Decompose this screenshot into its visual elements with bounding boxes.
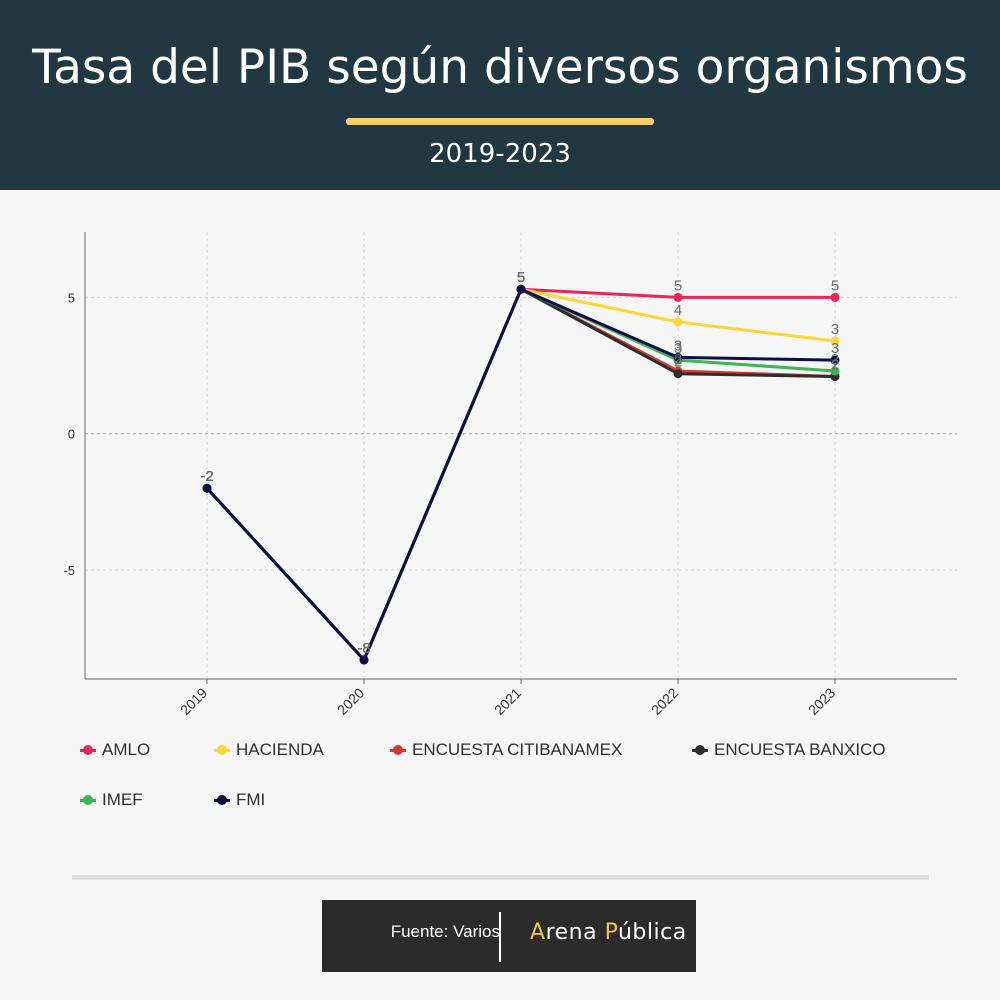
- legend-label: ENCUESTA CITIBANAMEX: [412, 740, 623, 759]
- data-label: 4: [674, 302, 682, 319]
- legend-label: HACIENDA: [236, 740, 324, 759]
- x-tick-label: 2020: [334, 684, 367, 717]
- source-text: Fuente: Varios: [390, 922, 500, 941]
- page-title: Tasa del PIB según diversos organismos: [32, 40, 968, 95]
- header: Tasa del PIB según diversos organismos 2…: [0, 0, 1000, 190]
- brand-text-2: ública: [617, 920, 687, 945]
- data-label: 5: [517, 269, 525, 286]
- data-label: 5: [517, 269, 525, 286]
- data-label: 5: [831, 277, 839, 294]
- data-label: -8: [357, 640, 370, 657]
- brand-letter-p: P: [604, 920, 618, 945]
- data-point: [673, 369, 683, 379]
- title-underline: [346, 118, 654, 125]
- data-label: -8: [357, 640, 370, 657]
- legend-swatch: [390, 744, 406, 756]
- data-label: -2: [200, 468, 213, 485]
- data-label: 5: [517, 269, 525, 286]
- data-label: -2: [200, 468, 213, 485]
- data-label: 5: [674, 277, 682, 294]
- chart-axes: 5 0 -5 2019 2020 2021 2022 2023: [63, 232, 957, 718]
- brand-logo: Arena Pública: [530, 920, 687, 945]
- y-tick-label: 5: [68, 290, 75, 305]
- data-label: -2: [200, 468, 213, 485]
- legend-label: IMEF: [102, 790, 143, 809]
- data-label: 5: [517, 269, 525, 286]
- legend-item[interactable]: ENCUESTA BANXICO: [692, 738, 886, 762]
- data-point: [359, 655, 369, 665]
- legend-swatch: [80, 794, 96, 806]
- x-tick-label: 2021: [491, 684, 524, 717]
- data-point: [830, 355, 840, 365]
- data-label: -2: [200, 468, 213, 485]
- divider: [72, 875, 929, 880]
- page-subtitle: 2019-2023: [429, 139, 571, 169]
- legend-swatch: [214, 794, 230, 806]
- data-label: 2: [674, 351, 682, 368]
- chart-grid: [85, 232, 957, 679]
- data-label: -8: [357, 640, 370, 657]
- legend-label: FMI: [236, 790, 266, 809]
- legend-item[interactable]: FMI: [214, 788, 265, 812]
- legend-label: AMLO: [102, 740, 151, 759]
- brand-letter-a: A: [530, 920, 546, 945]
- legend-item[interactable]: AMLO: [80, 738, 150, 762]
- data-label: -8: [357, 640, 370, 657]
- data-point: [830, 366, 840, 376]
- data-point: [673, 317, 683, 327]
- legend-item[interactable]: HACIENDA: [214, 738, 324, 762]
- data-point: [516, 284, 526, 294]
- chart-series: [202, 284, 840, 665]
- footer-separator: [499, 912, 501, 962]
- data-label: 5: [517, 269, 525, 286]
- x-tick-label: 2022: [648, 684, 681, 717]
- data-label: 2: [674, 354, 682, 371]
- legend-label: ENCUESTA BANXICO: [714, 740, 886, 759]
- data-label: -8: [357, 640, 370, 657]
- data-label: 2: [831, 351, 839, 368]
- data-label: 3: [831, 321, 839, 338]
- data-point: [673, 352, 683, 362]
- data-label: 2: [831, 356, 839, 373]
- data-label: 2: [831, 356, 839, 373]
- footer: Fuente: Varios Arena Pública: [322, 900, 696, 972]
- legend-swatch: [692, 744, 708, 756]
- x-tick-label: 2023: [805, 684, 838, 717]
- y-tick-label: -5: [63, 563, 75, 578]
- data-label: 3: [674, 340, 682, 357]
- data-label: 3: [674, 337, 682, 354]
- legend-item[interactable]: IMEF: [80, 788, 143, 812]
- legend-swatch: [214, 744, 230, 756]
- data-label: -2: [200, 468, 213, 485]
- x-tick-label: 2019: [177, 684, 210, 717]
- legend-item[interactable]: ENCUESTA CITIBANAMEX: [390, 738, 622, 762]
- brand-text-1: rena: [545, 920, 605, 945]
- data-label: -8: [357, 640, 370, 657]
- data-label: -2: [200, 468, 213, 485]
- data-point: [202, 483, 212, 493]
- data-label: 3: [831, 340, 839, 357]
- data-point: [830, 336, 840, 346]
- data-point: [673, 292, 683, 302]
- data-point: [830, 292, 840, 302]
- legend-swatch: [80, 744, 96, 756]
- y-tick-label: 0: [68, 427, 75, 442]
- data-label: 5: [517, 269, 525, 286]
